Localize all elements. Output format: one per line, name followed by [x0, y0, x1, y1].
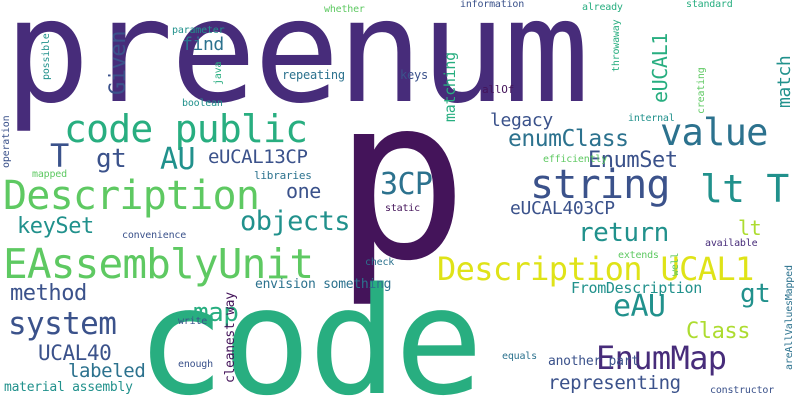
word-allof: allOf: [482, 84, 514, 95]
word-eucal1: eUCAL1: [650, 33, 670, 103]
word-description: Description: [3, 176, 259, 216]
word-value: value: [660, 114, 768, 151]
word-eucal13cp: eUCAL13CP: [208, 148, 308, 167]
word-write: write: [178, 317, 207, 327]
word-constructor: constructor: [710, 386, 774, 396]
word-class: Class: [686, 321, 750, 343]
word-throwaway: throwaway: [612, 20, 622, 72]
word-boolean: boolean: [182, 99, 223, 109]
word-material-assembly: material assembly: [4, 381, 133, 394]
word-well: well: [671, 253, 681, 276]
word-already: already: [582, 3, 623, 13]
word-au: AU: [160, 145, 195, 175]
word-whether: whether: [324, 5, 365, 15]
word-extends: extends: [618, 251, 659, 261]
word-system: system: [8, 309, 116, 340]
word-operation: operation: [2, 116, 12, 168]
word-gt2: gt: [740, 281, 770, 307]
word-convenience: convenience: [122, 231, 186, 241]
word-lt-t: lt T: [700, 170, 788, 208]
word-labeled: labeled: [68, 362, 145, 381]
word-legacy: legacy: [490, 112, 553, 130]
word-standard: standard: [686, 0, 733, 10]
word-one: one: [286, 181, 321, 201]
word-preenum: preenum: [4, 0, 587, 123]
word-libraries: libraries: [254, 170, 312, 181]
word-return: return: [578, 220, 669, 246]
word-information: information: [460, 0, 524, 10]
word-gt: gt: [96, 146, 126, 172]
word-efficiently: efficiently: [543, 155, 607, 165]
word-areallvaluesmapped: areAllValuesMapped: [785, 265, 795, 370]
word-representing: representing: [548, 374, 681, 393]
word-envision-something: envision something: [255, 278, 391, 291]
word-fromdescription: FromDescription: [571, 281, 702, 296]
word-repeating: repeating: [282, 69, 345, 81]
word-cleanest-way: cleanest way: [224, 292, 237, 383]
word-internal: internal: [628, 114, 675, 124]
word-available: available: [705, 239, 757, 249]
word-static: static: [385, 204, 420, 214]
word-keyset: keySet: [17, 216, 94, 238]
word-creating: creating: [697, 67, 707, 114]
word-possible: possible: [42, 33, 52, 80]
word-t: T: [50, 140, 69, 172]
word-match: match: [776, 56, 794, 108]
word-eucal403cp: eUCAL403CP: [510, 200, 615, 218]
word-method: method: [10, 283, 87, 305]
word-enough: enough: [178, 360, 213, 370]
word-mapped: mapped: [32, 170, 67, 180]
word-lt: lt: [738, 218, 761, 238]
word-java: java: [214, 62, 224, 85]
word-3cp: 3CP: [380, 170, 432, 200]
word-objects: objects: [240, 208, 350, 235]
word-find: find: [182, 36, 224, 54]
word-another-part: another part: [548, 355, 639, 368]
word-keys: keys: [400, 69, 428, 81]
word-equals: equals: [502, 352, 537, 362]
word-given: Given: [108, 31, 130, 95]
word-matching: matching: [443, 52, 458, 122]
word-parameter: parameter: [172, 26, 224, 36]
word-check: check: [365, 258, 394, 268]
